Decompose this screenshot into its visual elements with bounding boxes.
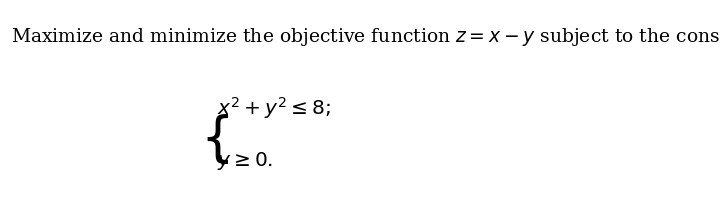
Text: Maximize and minimize the objective function $z = x - y$ subject to the constrai: Maximize and minimize the objective func… — [11, 26, 720, 48]
Text: $\{$: $\{$ — [200, 111, 229, 165]
Text: $x^2 + y^2 \leq 8;$: $x^2 + y^2 \leq 8;$ — [217, 94, 331, 120]
Text: $y \geq 0.$: $y \geq 0.$ — [217, 150, 274, 172]
